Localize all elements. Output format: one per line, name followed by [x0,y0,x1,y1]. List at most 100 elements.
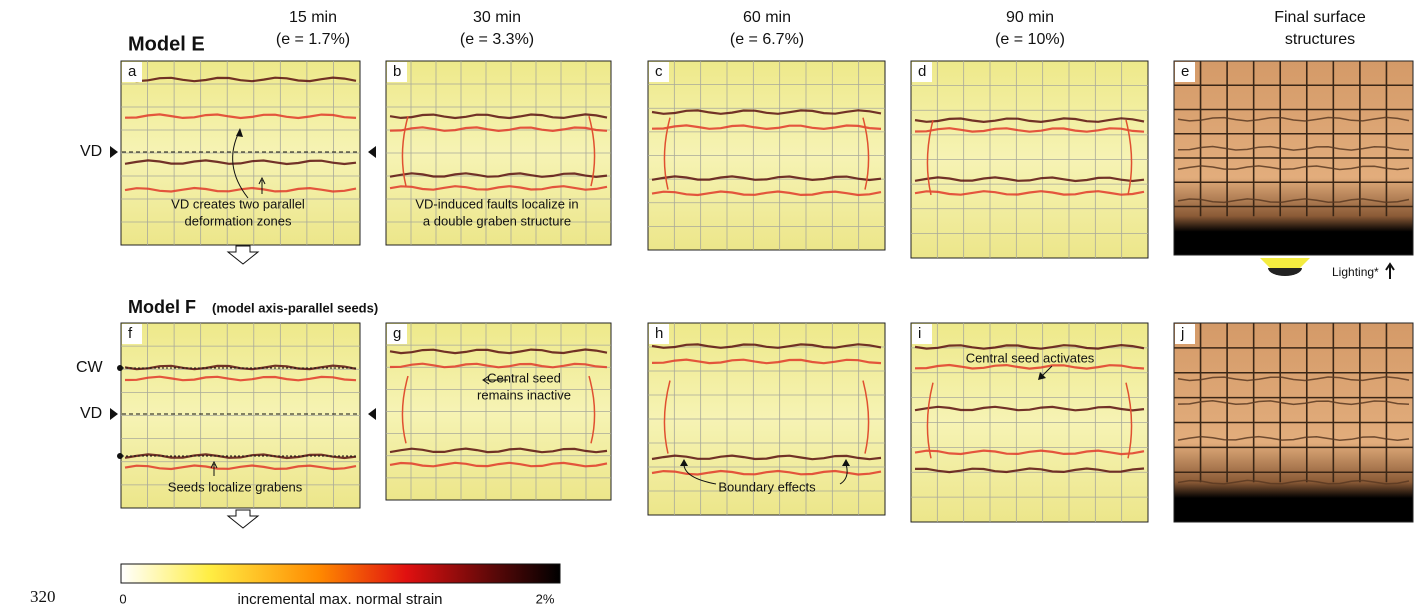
fault [914,467,1145,474]
annotation: VD-induced faults localize in [415,196,578,211]
fault [389,185,608,191]
col-time: 90 min [1006,9,1054,26]
arrow [258,176,266,194]
arrow [482,375,508,385]
fault [1177,198,1410,204]
annotation: VD creates two parallel [171,196,305,211]
lamp [1268,268,1302,276]
fault [401,116,596,187]
panel-letter: g [393,325,401,342]
fault [389,348,608,355]
fault [651,175,882,182]
annotation: Central seed activates [966,350,1095,365]
model-title: Model F [128,297,196,317]
fault [914,343,1145,350]
model-title: Model E [128,33,205,55]
fault [1177,400,1410,406]
col-time: 30 min [473,9,521,26]
fault [389,362,608,369]
panel: g [385,322,612,501]
fault [1177,116,1410,122]
panel-letter: h [655,325,663,342]
fault [651,343,882,349]
arrow [1041,365,1053,377]
annotation: remains inactive [477,387,571,402]
panel: i [910,322,1149,523]
fault [914,117,1145,124]
col-time: 15 min [289,9,337,26]
annotation: a double graben structure [423,213,571,228]
fault [124,375,357,382]
fault [124,159,357,166]
panel-letter-box [912,324,932,344]
fault [914,127,1145,133]
col-strain: (e = 10%) [995,31,1065,48]
fault [651,124,882,131]
arrow-head [236,128,243,137]
col-strain: (e = 3.3%) [460,31,534,48]
fault [124,364,357,371]
fault [389,113,608,120]
col-time: Final surface [1274,9,1366,26]
panel-letter: j [1180,325,1184,342]
fault [651,109,882,115]
annotation: Seeds localize grabens [168,479,303,494]
extension-arrow [226,245,260,265]
side-label: VD [80,405,102,422]
panel: h [647,322,886,516]
fault [914,176,1145,183]
panel: f [120,322,361,509]
fault [914,190,1145,196]
panel-letter: c [655,63,663,80]
annotation: Boundary effects [718,479,816,494]
colorbar-min: 0 [119,591,126,606]
arrow [232,129,249,199]
panel-letter-box [649,324,669,344]
fault [1177,145,1410,151]
panel-letter: d [918,63,926,80]
fault [663,117,870,190]
side-label: VD [80,143,102,160]
panel: e [1173,60,1414,256]
fault [1177,435,1410,441]
fault [651,358,882,365]
annotation: deformation zones [185,213,292,228]
panel-letter: f [128,325,133,342]
model-subtitle: (model axis-parallel seeds) [212,300,378,315]
panel: b [385,60,612,246]
panel-letter: i [918,325,921,342]
panel-letter-box [122,62,142,82]
panel-letter-box [387,62,407,82]
column-headers: 15 min (e = 1.7%) 30 min (e = 3.3%) 60 m… [276,9,1366,48]
panel: j [1173,322,1414,523]
col-strain: structures [1285,31,1355,48]
fault [926,119,1133,196]
lamp [1260,258,1310,268]
fault [389,461,608,468]
fault [651,190,882,197]
arrow [1385,262,1395,279]
fault [914,363,1145,370]
fault [1177,479,1410,485]
col-time: 60 min [743,9,791,26]
annotations: VD creates two parallel deformation zone… [168,128,1395,494]
panel-letter-box [1175,62,1195,82]
extension-arrow [226,509,260,529]
arrow [210,460,218,476]
fault [663,380,870,454]
fault [401,375,596,444]
fault [914,449,1145,456]
col-strain: (e = 1.7%) [276,31,350,48]
panel: d [910,60,1149,259]
panel-letter: a [128,63,137,80]
arrow-head [1038,372,1046,380]
fault [651,469,882,476]
fault [389,172,608,179]
fault [124,76,357,83]
fault [651,454,882,461]
colorbar-max: 2% [536,591,555,606]
panel-letter-box [387,324,407,344]
fault [389,126,608,133]
colorbar [120,563,561,584]
